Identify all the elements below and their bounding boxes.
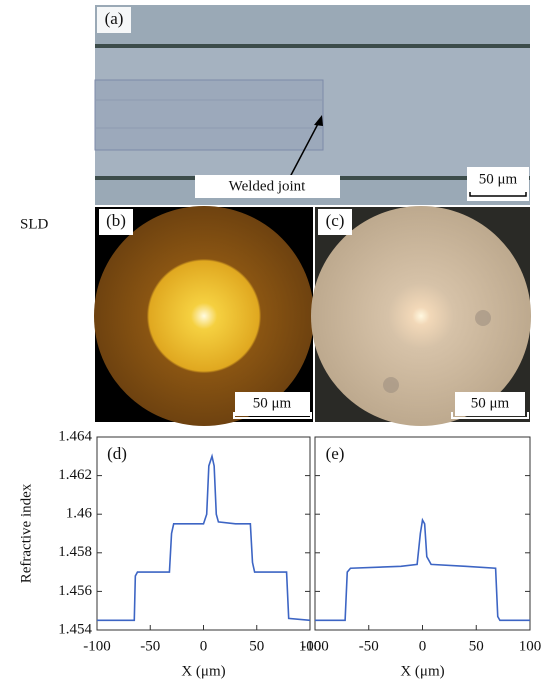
line-series: [315, 517, 530, 622]
x-tick-label: -50: [359, 638, 379, 654]
x-tick-label: 50: [249, 638, 264, 654]
x-tick-label: 100: [519, 638, 542, 654]
x-tick-label: 100: [299, 638, 322, 654]
x-tick-label: 50: [469, 638, 484, 654]
panel-label: (c): [326, 211, 345, 230]
annotation: Welded joint: [229, 178, 307, 194]
image-b: (b) 50 μm: [94, 206, 314, 426]
scale-label: 50 μm: [471, 395, 510, 411]
x-tick-label: -100: [83, 638, 111, 654]
y-tick-label: 1.454: [58, 621, 92, 637]
scale-label: 50 μm: [253, 395, 292, 411]
x-tick-label: 0: [419, 638, 427, 654]
y-axis-label: Refractive index: [18, 483, 34, 583]
plot-frame: [96, 436, 311, 631]
x-axis-label: X (μm): [181, 663, 225, 679]
panel-label: (e): [326, 444, 345, 463]
panel-label: (d): [107, 444, 127, 463]
side-label: SLD: [20, 216, 49, 232]
x-tick-label: 0: [200, 638, 208, 654]
y-tick-label: 1.462: [58, 467, 92, 483]
y-tick-label: 1.46: [66, 506, 93, 522]
image-a: Welded joint 50 μm (a): [94, 5, 530, 205]
x-tick-label: -50: [140, 638, 160, 654]
y-tick-label: 1.464: [58, 428, 92, 444]
scale-label: 50 μm: [479, 171, 518, 187]
x-tick-label: -100: [301, 638, 329, 654]
y-tick-label: 1.456: [58, 583, 92, 599]
panel-label: (a): [105, 9, 124, 28]
line-series: [97, 453, 311, 622]
y-tick-label: 1.458: [58, 544, 92, 560]
image-c: (c) 50 μm: [311, 206, 531, 426]
x-axis-label: X (μm): [400, 663, 444, 679]
panel-label: (b): [106, 211, 126, 230]
